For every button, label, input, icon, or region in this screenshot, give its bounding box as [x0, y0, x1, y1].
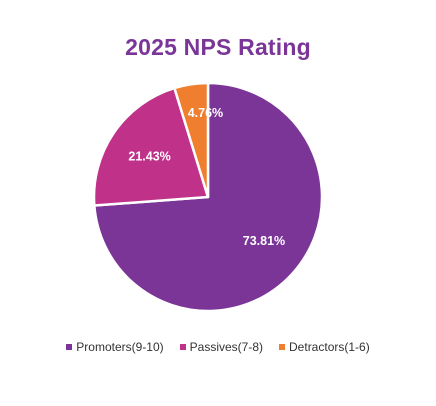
legend-item-detractors[interactable]: Detractors(1-6)	[279, 340, 370, 354]
legend-label-passives: Passives(7-8)	[189, 340, 264, 354]
legend-swatch-passives	[179, 344, 186, 350]
legend-item-passives[interactable]: Passives(7-8)	[179, 340, 264, 354]
pie-slice-passives[interactable]	[92, 86, 210, 207]
data-label-promoters: 73.81%	[243, 234, 285, 248]
legend-label-promoters: Promoters(9-10)	[76, 340, 164, 354]
data-label-passives: 21.43%	[128, 149, 170, 163]
legend-swatch-promoters	[66, 344, 73, 350]
data-label-detractors: 4.76%	[188, 106, 223, 120]
pie-slice-detractors[interactable]	[173, 81, 210, 199]
chart-legend: Promoters(9-10) Passives(7-8) Detractors…	[0, 340, 436, 354]
legend-label-detractors: Detractors(1-6)	[289, 340, 370, 354]
legend-item-promoters[interactable]: Promoters(9-10)	[66, 340, 164, 354]
chart-title: 2025 NPS Rating	[125, 34, 311, 60]
legend-swatch-detractors	[279, 344, 286, 350]
